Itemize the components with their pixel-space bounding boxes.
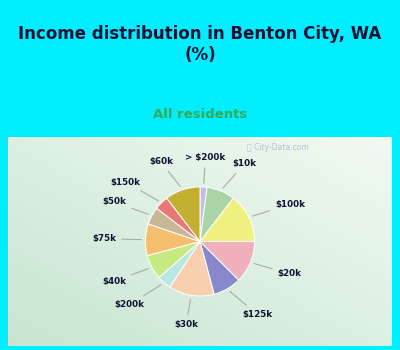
Text: $125k: $125k	[230, 292, 272, 319]
Text: Income distribution in Benton City, WA
(%): Income distribution in Benton City, WA (…	[18, 25, 382, 64]
Text: All residents: All residents	[153, 108, 247, 121]
Text: $200k: $200k	[115, 285, 161, 309]
Wedge shape	[200, 241, 239, 294]
Wedge shape	[200, 241, 254, 280]
Wedge shape	[148, 208, 200, 242]
Text: $40k: $40k	[102, 269, 148, 286]
Wedge shape	[200, 187, 233, 241]
Text: $60k: $60k	[149, 158, 180, 187]
Text: $75k: $75k	[92, 234, 142, 243]
Text: > $200k: > $200k	[185, 153, 226, 183]
Wedge shape	[157, 198, 200, 242]
Text: ⓘ City-Data.com: ⓘ City-Data.com	[247, 143, 308, 152]
Wedge shape	[200, 187, 207, 241]
Text: $50k: $50k	[102, 197, 148, 214]
Text: $100k: $100k	[252, 200, 305, 216]
Wedge shape	[146, 224, 200, 256]
Wedge shape	[159, 241, 200, 287]
Wedge shape	[147, 241, 200, 278]
Wedge shape	[170, 241, 214, 296]
Text: $20k: $20k	[254, 264, 302, 278]
Text: $10k: $10k	[223, 159, 256, 188]
Wedge shape	[200, 198, 254, 242]
Text: $30k: $30k	[174, 299, 198, 329]
Text: $150k: $150k	[111, 177, 158, 201]
Wedge shape	[167, 187, 200, 241]
